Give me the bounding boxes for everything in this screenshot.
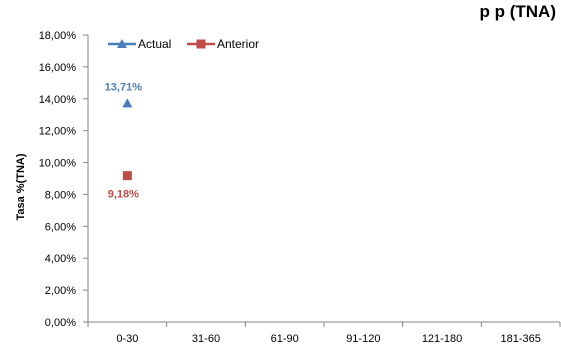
data-label-anterior: 9,18% — [108, 189, 139, 201]
legend-marker-actual — [117, 39, 127, 48]
x-tick-label: 181-365 — [500, 333, 540, 345]
y-tick-label: 18,00% — [39, 30, 77, 42]
point-anterior — [122, 171, 132, 181]
y-tick-label: 12,00% — [39, 126, 77, 138]
chart-title-fragment: p p (TNA) — [480, 2, 556, 21]
data-label-actual: 13,71% — [105, 81, 143, 93]
axes: 0,00% 2,00% 4,00% 6,00% 8,00% 10,00% 12,00% 14,… — [39, 30, 561, 345]
y-tick-label: 2,00% — [45, 285, 76, 297]
legend: Actual Anterior — [108, 37, 259, 51]
x-tick-label: 61-90 — [271, 333, 299, 345]
legend-label-anterior: Anterior — [217, 37, 259, 51]
x-tick-label: 121-180 — [422, 333, 462, 345]
y-tick-label: 14,00% — [39, 94, 77, 106]
legend-label-actual: Actual — [138, 37, 171, 51]
x-tick-label: 91-120 — [346, 333, 380, 345]
legend-marker-anterior — [196, 39, 206, 49]
y-tick-label: 10,00% — [39, 158, 77, 170]
y-tick-label: 16,00% — [39, 62, 77, 74]
x-tick-label: 31-60 — [192, 333, 220, 345]
y-tick-label: 8,00% — [45, 189, 76, 201]
data-marks: 13,71% 9,18% — [105, 81, 143, 200]
y-tick-label: 4,00% — [45, 253, 76, 265]
point-actual — [122, 98, 133, 108]
y-axis-title: Tasa %(TNA) — [15, 153, 27, 220]
x-tick-label: 0-30 — [116, 333, 138, 345]
y-tick-label: 6,00% — [45, 221, 76, 233]
y-tick-label: 0,00% — [45, 317, 76, 329]
